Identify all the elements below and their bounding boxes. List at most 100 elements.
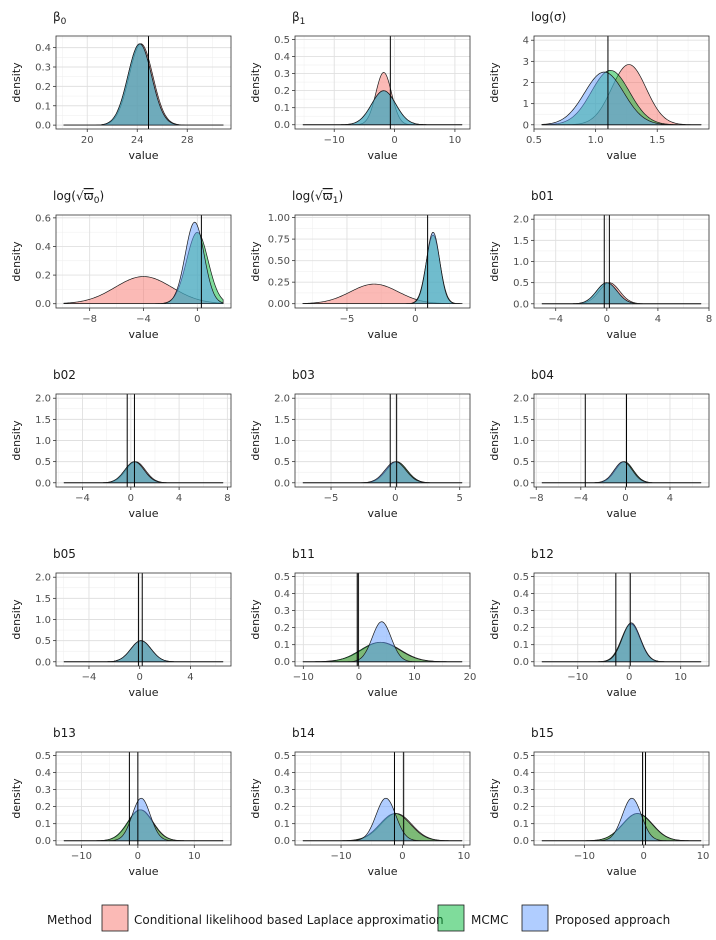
x-axis-title: value <box>606 686 636 699</box>
legend-label-mcmc: MCMC <box>471 913 508 927</box>
x-tick-label: 0 <box>356 672 362 683</box>
x-tick-label: −8 <box>82 314 97 325</box>
y-tick-label: 1.0 <box>35 615 51 626</box>
y-tick-label: 2.0 <box>513 394 529 405</box>
y-tick-label: 0.50 <box>268 256 290 267</box>
legend-key-proposed <box>521 904 549 932</box>
y-tick-label: 0.1 <box>35 819 51 830</box>
y-tick-label: 1.00 <box>268 213 290 224</box>
x-tick-label: 0 <box>412 314 418 325</box>
y-tick-label: 0.25 <box>268 278 290 289</box>
panel-15: −10 0 10 0.0 0.1 0.2 0.3 0.4 0.5 value density b15 <box>488 726 709 878</box>
x-tick-label: 0 <box>137 672 143 683</box>
y-axis-title: density <box>488 420 501 461</box>
legend-key-mcmc <box>437 904 465 932</box>
panel-title: b03 <box>292 368 315 382</box>
x-tick-label: 4 <box>655 314 661 325</box>
y-tick-label: 0.5 <box>513 572 529 583</box>
x-tick-label: −4 <box>136 314 151 325</box>
y-tick-label: 0.4 <box>274 589 290 600</box>
legend-item-proposed: Proposed approach <box>521 904 670 932</box>
x-tick-label: −10 <box>71 851 92 862</box>
x-tick-label: 10 <box>188 851 201 862</box>
density-proposed <box>302 461 463 484</box>
x-tick-label: 4 <box>176 493 182 504</box>
y-tick-label: 0.5 <box>274 35 290 46</box>
y-tick-label: 0.2 <box>513 802 529 813</box>
x-tick-label: −5 <box>340 314 355 325</box>
x-axis-title: value <box>128 865 158 878</box>
x-tick-label: 10 <box>697 851 710 862</box>
x-tick-label: 0 <box>622 493 628 504</box>
y-tick-label: 0.4 <box>274 52 290 63</box>
panel-title: log(σ) <box>531 10 566 24</box>
x-tick-label: 0 <box>128 493 134 504</box>
x-axis-title: value <box>606 865 636 878</box>
y-tick-label: 0.0 <box>513 836 529 847</box>
y-tick-label: 0.3 <box>274 785 290 796</box>
x-tick-label: −4 <box>75 493 90 504</box>
y-tick-label: 0.0 <box>274 478 290 489</box>
y-tick-label: 0.2 <box>35 82 51 93</box>
y-tick-label: 0.5 <box>513 457 529 468</box>
y-tick-label: 0.00 <box>268 299 290 310</box>
x-tick-label: 10 <box>457 851 470 862</box>
panel-border <box>294 572 471 667</box>
panel-title: b12 <box>531 547 554 561</box>
x-axis-title: value <box>606 328 636 341</box>
y-tick-label: 1.0 <box>35 436 51 447</box>
y-axis-title: density <box>249 62 262 103</box>
y-tick-label: 0.0 <box>513 299 529 310</box>
density-proposed <box>541 282 702 305</box>
x-axis-title: value <box>606 149 636 162</box>
density-proposed <box>541 797 702 842</box>
y-tick-label: 2.0 <box>274 394 290 405</box>
legend-title: Method <box>47 913 92 927</box>
panel-1: 20 24 28 0.0 0.1 0.2 0.3 0.4 value density β0 <box>10 10 232 162</box>
y-tick-label: 2.0 <box>35 394 51 405</box>
panel-3: 0.5 1.0 1.5 0 1 2 3 4 value density log(σ) <box>488 10 710 162</box>
panel-title: b02 <box>53 368 76 382</box>
panel-border <box>55 751 232 846</box>
y-tick-label: 0.3 <box>35 785 51 796</box>
x-tick-label: 8 <box>706 314 712 325</box>
y-tick-label: 1.5 <box>513 415 529 426</box>
y-axis-title: density <box>249 778 262 819</box>
y-axis-title: density <box>488 778 501 819</box>
y-tick-label: 0.0 <box>35 836 51 847</box>
x-axis-title: value <box>128 507 158 520</box>
y-tick-label: 0.5 <box>513 751 529 762</box>
density-proposed <box>63 640 224 663</box>
legend-label-proposed: Proposed approach <box>555 913 670 927</box>
y-tick-label: 0.4 <box>274 768 290 779</box>
density-proposed <box>541 461 702 484</box>
x-tick-label: 10 <box>449 135 462 146</box>
x-tick-label: 10 <box>674 672 687 683</box>
panel-5: −5 0 0.00 0.25 0.50 0.75 1.00 value density log(√… <box>249 189 471 341</box>
density-proposed <box>63 43 224 126</box>
x-tick-label: 20 <box>81 135 94 146</box>
panel-title: b13 <box>53 726 76 740</box>
y-tick-label: 0.5 <box>274 572 290 583</box>
x-tick-label: 28 <box>181 135 194 146</box>
y-axis-title: density <box>488 241 501 282</box>
y-tick-label: 0.3 <box>513 785 529 796</box>
y-axis-title: density <box>10 62 23 103</box>
y-tick-label: 1.0 <box>513 257 529 268</box>
y-tick-label: 4 <box>523 36 529 47</box>
x-tick-label: −5 <box>324 493 339 504</box>
y-tick-label: 0.2 <box>513 623 529 634</box>
panel-border <box>294 214 471 309</box>
y-tick-label: 0.3 <box>274 69 290 80</box>
y-axis-title: density <box>10 778 23 819</box>
density-proposed <box>541 622 702 663</box>
y-tick-label: 0.2 <box>35 271 51 282</box>
y-tick-label: 0.5 <box>274 751 290 762</box>
panel-title: b14 <box>292 726 315 740</box>
panel-title: log(√ϖ1) <box>292 189 343 206</box>
panel-8: −5 0 5 0.0 0.5 1.0 1.5 2.0 value density b03 <box>249 368 471 520</box>
x-tick-label: 8 <box>224 493 230 504</box>
panel-14: −10 0 10 0.0 0.1 0.2 0.3 0.4 0.5 value density b14 <box>249 726 471 878</box>
